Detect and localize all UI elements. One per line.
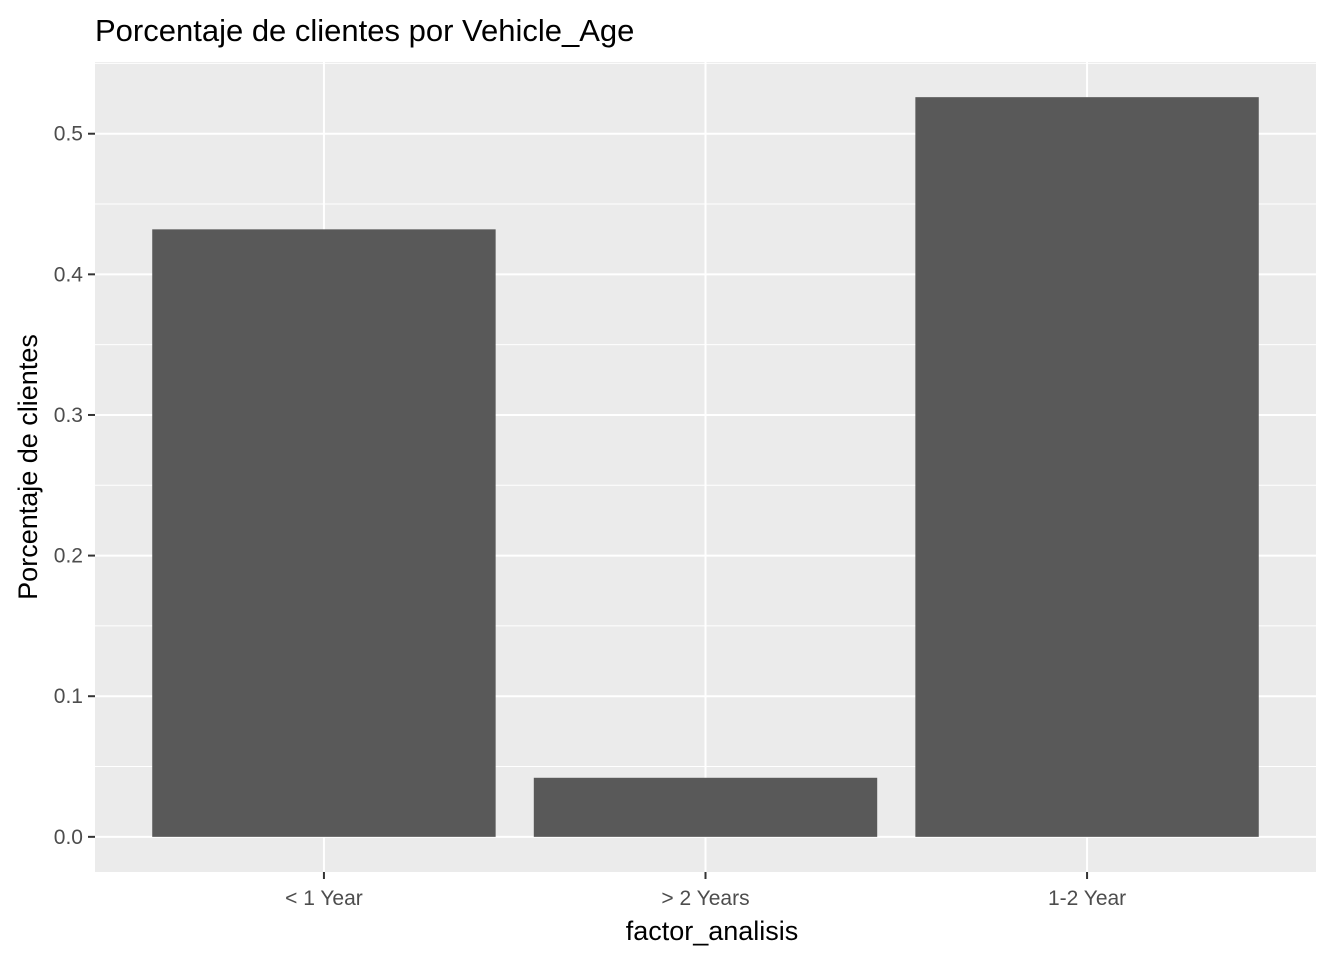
y-tick-label: 0.4 (54, 263, 84, 286)
bar (533, 777, 878, 837)
x-tick-label: < 1 Year (285, 887, 363, 910)
x-axis: < 1 Year > 2 Years 1-2 Year (285, 872, 1126, 910)
y-tick-label: 0.5 (54, 123, 83, 146)
bar (152, 229, 496, 837)
bar (915, 97, 1259, 837)
y-tick-label: 0.3 (54, 404, 83, 427)
y-tick-label: 0.0 (54, 826, 83, 849)
y-axis-title: Porcentaje de clientes (13, 334, 43, 600)
y-tick-label: 0.2 (54, 545, 83, 568)
y-tick-label: 0.1 (54, 685, 83, 708)
chart-title: Porcentaje de clientes por Vehicle_Age (95, 13, 634, 48)
x-tick-label: 1-2 Year (1048, 887, 1126, 910)
x-axis-title: factor_analisis (626, 916, 799, 946)
bars (152, 97, 1259, 837)
y-axis: 0.0 0.1 0.2 0.3 0.4 0.5 (54, 123, 95, 849)
x-tick-label: > 2 Years (661, 887, 749, 910)
